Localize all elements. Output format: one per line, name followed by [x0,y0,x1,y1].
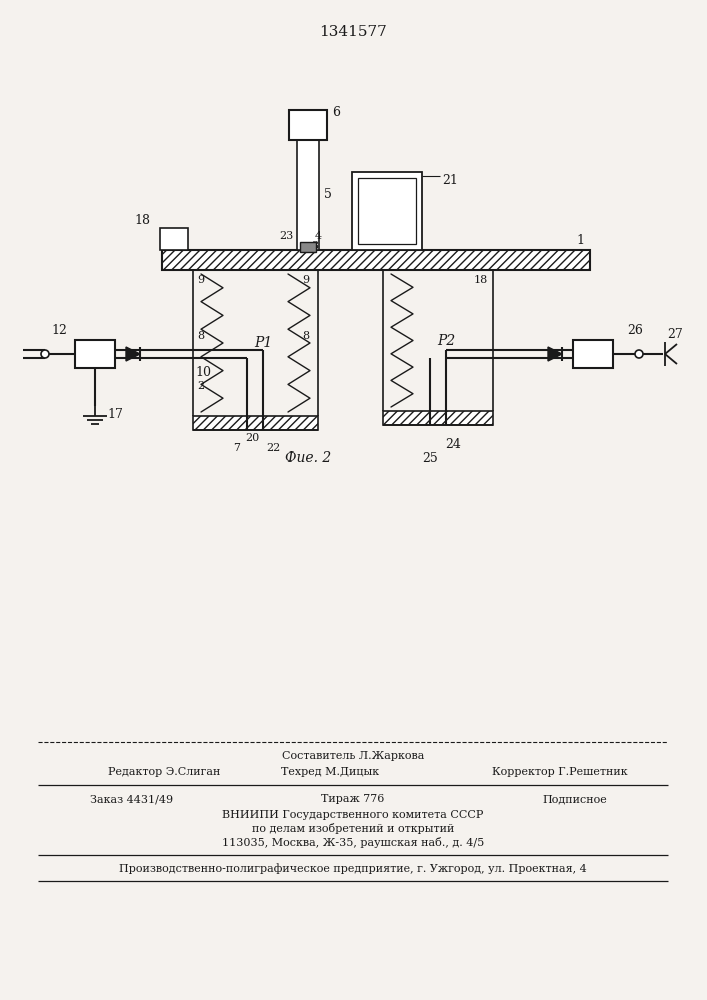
Text: 9: 9 [197,275,204,285]
Text: 2: 2 [197,381,204,391]
Text: 10: 10 [195,365,211,378]
Text: 21: 21 [442,174,458,186]
Text: 18: 18 [474,275,488,285]
Text: 5: 5 [324,188,332,202]
Text: 8: 8 [197,331,204,341]
Circle shape [635,350,643,358]
Bar [75,340,115,368]
Text: 12: 12 [51,324,67,336]
Text: Редактор Э.Слиган: Редактор Э.Слиган [108,767,221,777]
Text: P1: P1 [254,336,272,350]
Text: по делам изобретений и открытий: по делам изобретений и открытий [252,824,454,834]
Bar [289,110,327,140]
Circle shape [41,350,49,358]
Polygon shape [126,347,140,361]
Text: 23: 23 [279,231,293,241]
Text: 24: 24 [445,438,461,452]
Text: Техред М.Дицык: Техред М.Дицык [281,767,379,777]
Text: 22: 22 [266,443,280,453]
Bar [300,242,316,252]
Bar [383,411,493,425]
Text: 26: 26 [627,324,643,336]
Text: 1341577: 1341577 [319,25,387,39]
Text: ВНИИПИ Государственного комитета СССР: ВНИИПИ Государственного комитета СССР [222,810,484,820]
Text: P2: P2 [437,334,455,348]
Bar [573,340,613,368]
Text: 7: 7 [233,443,240,453]
Text: 17: 17 [107,408,123,420]
Text: Составитель Л.Жаркова: Составитель Л.Жаркова [282,751,424,761]
Bar [358,178,416,244]
Bar [297,140,319,250]
Text: Производственно-полиграфическое предприятие, г. Ужгород, ул. Проектная, 4: Производственно-полиграфическое предприя… [119,864,587,874]
Text: 8: 8 [303,331,310,341]
Text: 25: 25 [422,452,438,466]
Text: 1: 1 [576,233,584,246]
Text: 113035, Москва, Ж-35, раушская наб., д. 4/5: 113035, Москва, Ж-35, раушская наб., д. … [222,838,484,848]
Text: Тираж 776: Тираж 776 [321,794,385,804]
Text: Заказ 4431/49: Заказ 4431/49 [90,794,173,804]
Text: 20: 20 [245,433,259,443]
Bar [352,172,422,250]
Text: Фие. 2: Фие. 2 [285,451,331,465]
Text: 18: 18 [134,214,150,227]
Text: Подписное: Подписное [543,794,607,804]
Text: 9: 9 [303,275,310,285]
Text: Корректор Г.Решетник: Корректор Г.Решетник [492,767,628,777]
Bar [162,250,590,270]
Text: 27: 27 [667,328,683,340]
Text: 6: 6 [332,106,340,119]
Bar [193,416,318,430]
Bar [160,228,188,250]
Polygon shape [548,347,562,361]
Text: 4: 4 [315,231,322,241]
Text: 3: 3 [312,241,319,251]
